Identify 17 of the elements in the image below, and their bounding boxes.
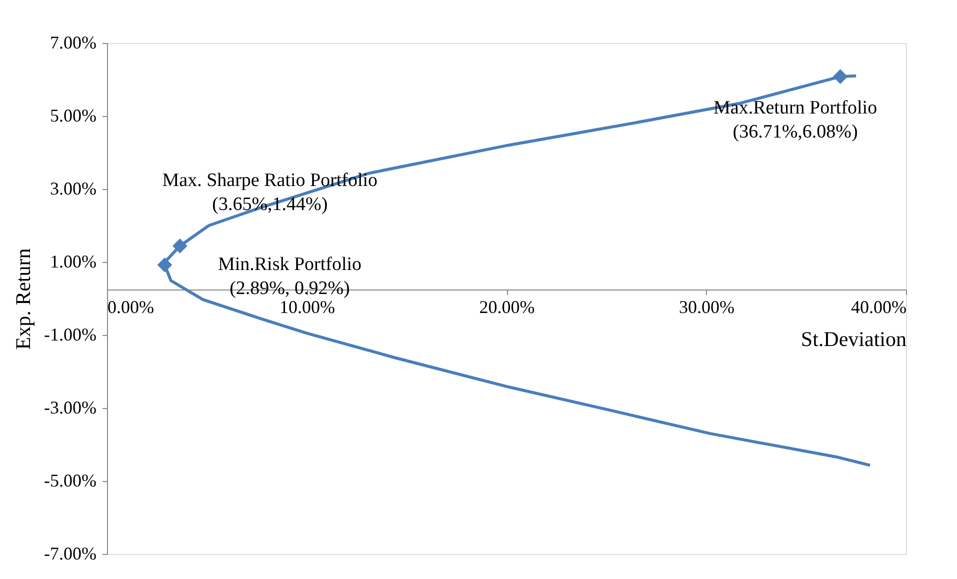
y-tick-label: 1.00% <box>50 252 96 272</box>
y-tick-label: -3.00% <box>44 398 96 418</box>
x-tick-label: 10.00% <box>280 297 335 317</box>
annotation: Min.Risk Portfolio (2.89%, 0.92%) <box>218 254 362 299</box>
x-tick-label: 20.00% <box>479 297 535 317</box>
y-tick-label: -7.00% <box>44 544 96 564</box>
y-tick-label: -5.00% <box>44 470 96 490</box>
x-tick-label: 30.00% <box>679 297 734 317</box>
annotation: Max.Return Portfolio (36.71%,6.08%) <box>713 98 878 143</box>
y-tick-label: -1.00% <box>44 324 96 344</box>
y-tick-label: 7.00% <box>50 32 96 52</box>
y-axis-title: Exp. Return <box>11 248 36 350</box>
x-axis-title: St.Deviation <box>800 327 907 351</box>
y-tick-label: 3.00% <box>50 178 96 198</box>
y-tick-label: 5.00% <box>50 106 96 126</box>
x-tick-label: 0.00% <box>108 297 154 317</box>
x-tick-label: 40.00% <box>851 297 906 317</box>
